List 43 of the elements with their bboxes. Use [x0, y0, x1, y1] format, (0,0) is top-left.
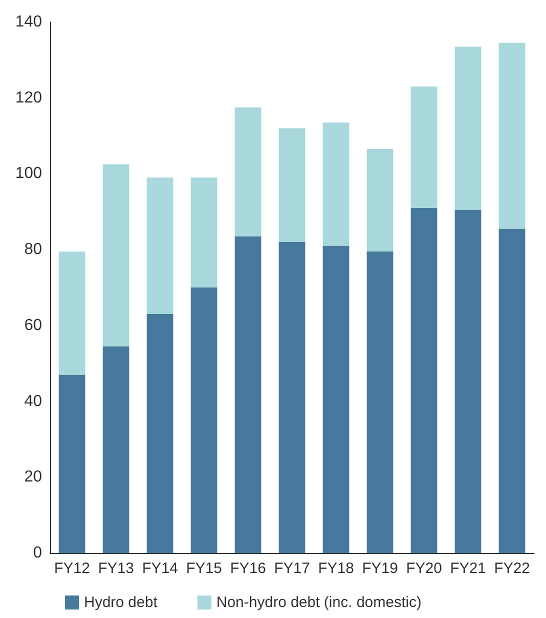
y-tick-label: 80 — [24, 241, 42, 258]
bar — [454, 46, 482, 210]
x-tick-label: FY14 — [142, 560, 178, 577]
bar — [322, 246, 350, 553]
y-tick-label: 120 — [15, 89, 42, 106]
y-tick-label: 140 — [15, 14, 42, 30]
bar — [190, 178, 218, 288]
bar — [234, 107, 262, 236]
bar — [410, 208, 438, 553]
bar — [278, 242, 306, 553]
bar — [146, 314, 174, 553]
bar — [498, 228, 526, 553]
x-tick-label: FY21 — [450, 560, 486, 577]
y-tick-label: 0 — [33, 544, 42, 562]
y-tick-label: 40 — [24, 392, 42, 410]
bar — [322, 122, 350, 246]
x-tick-label: FY20 — [406, 560, 442, 577]
legend-label: Non-hydro debt (inc. domestic) — [216, 594, 422, 611]
legend-label: Hydro debt — [84, 594, 158, 611]
x-tick-label: FY17 — [274, 560, 310, 577]
y-tick-label: 20 — [24, 468, 42, 486]
bar — [58, 251, 86, 375]
bar — [366, 149, 394, 252]
bar — [410, 86, 438, 208]
bar — [102, 164, 130, 346]
bar — [190, 288, 218, 553]
bar — [366, 251, 394, 553]
x-tick-label: FY18 — [318, 560, 354, 577]
x-tick-label: FY22 — [494, 560, 530, 577]
y-tick-label: 60 — [24, 316, 42, 334]
x-tick-label: FY19 — [362, 560, 398, 577]
bar — [58, 374, 86, 553]
bar — [234, 236, 262, 553]
x-tick-label: FY13 — [98, 560, 134, 577]
bar — [146, 178, 174, 314]
x-tick-label: FY15 — [186, 560, 222, 577]
bar — [498, 42, 526, 229]
x-tick-label: FY12 — [54, 560, 90, 577]
x-tick-label: FY16 — [230, 560, 266, 577]
bar — [102, 346, 130, 553]
bar — [454, 210, 482, 553]
y-tick-label: 100 — [15, 165, 42, 182]
bar — [278, 128, 306, 242]
